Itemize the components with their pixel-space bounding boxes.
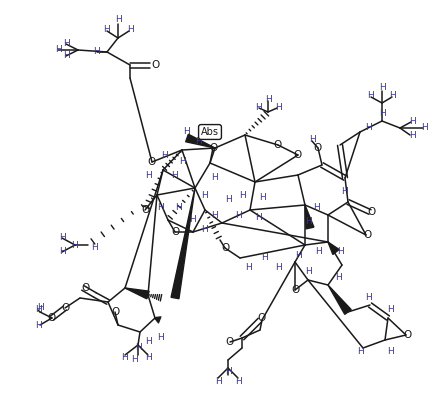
Text: H: H	[274, 102, 282, 112]
Text: O: O	[152, 60, 160, 70]
Text: H: H	[179, 157, 185, 166]
Text: H: H	[379, 109, 385, 119]
Text: H: H	[235, 211, 241, 219]
Text: H: H	[265, 95, 271, 104]
Text: H: H	[259, 194, 265, 202]
Text: H: H	[225, 368, 231, 377]
Text: H: H	[72, 240, 78, 249]
Text: H: H	[145, 337, 151, 347]
Text: H: H	[240, 190, 246, 199]
Text: H: H	[366, 92, 373, 100]
Text: H: H	[387, 347, 393, 356]
Text: O: O	[81, 283, 89, 293]
Polygon shape	[125, 288, 149, 299]
Text: H: H	[126, 26, 133, 35]
Text: H: H	[114, 14, 122, 24]
Text: H: H	[59, 247, 65, 256]
Text: O: O	[404, 330, 412, 340]
Text: H: H	[335, 273, 341, 282]
Text: H: H	[215, 377, 221, 387]
Text: H: H	[162, 150, 168, 159]
Text: H: H	[408, 131, 415, 140]
Text: O: O	[294, 150, 302, 160]
Text: H: H	[63, 52, 69, 60]
Text: H: H	[34, 320, 42, 330]
Text: H: H	[63, 40, 69, 48]
Text: O: O	[226, 337, 234, 347]
Polygon shape	[305, 205, 314, 229]
Text: Abs: Abs	[201, 127, 219, 137]
Text: H: H	[202, 190, 208, 199]
Text: O: O	[48, 313, 56, 323]
Text: H: H	[135, 344, 141, 353]
Text: H: H	[274, 263, 282, 273]
Text: O: O	[364, 230, 372, 240]
Text: H: H	[315, 247, 321, 256]
Text: H: H	[183, 128, 189, 137]
Text: H: H	[422, 123, 428, 133]
Text: O: O	[368, 207, 376, 217]
Text: H: H	[37, 304, 43, 313]
Text: O: O	[141, 205, 149, 215]
Text: H: H	[171, 171, 179, 180]
Text: H: H	[295, 251, 301, 259]
Text: H: H	[156, 334, 164, 342]
Text: H: H	[366, 123, 372, 133]
Text: O: O	[221, 243, 229, 253]
Text: O: O	[61, 303, 69, 313]
Text: H: H	[91, 244, 99, 252]
Text: H: H	[255, 214, 261, 223]
Text: H: H	[390, 92, 396, 100]
Text: H: H	[244, 263, 251, 273]
Text: O: O	[171, 227, 179, 237]
Text: H: H	[34, 306, 42, 315]
Polygon shape	[328, 285, 351, 314]
Text: H: H	[342, 188, 348, 197]
Text: H: H	[202, 225, 208, 235]
Text: H: H	[94, 47, 100, 57]
Text: H: H	[337, 247, 343, 256]
Text: H: H	[212, 211, 218, 219]
Text: H: H	[145, 354, 151, 363]
Text: H: H	[309, 135, 316, 145]
Text: H: H	[365, 294, 371, 302]
Polygon shape	[186, 134, 215, 148]
Text: H: H	[190, 216, 196, 225]
Text: H: H	[156, 204, 164, 213]
Text: H: H	[357, 347, 363, 356]
Text: H: H	[262, 254, 268, 263]
Text: H: H	[59, 233, 65, 242]
Text: H: H	[379, 83, 385, 93]
Text: O: O	[291, 285, 299, 295]
Text: H: H	[225, 195, 231, 204]
Text: H: H	[305, 218, 311, 226]
Text: H: H	[255, 102, 261, 112]
Text: H: H	[122, 354, 128, 363]
Text: O: O	[274, 140, 282, 150]
Text: H: H	[305, 268, 311, 276]
Text: H: H	[312, 204, 320, 213]
Text: O: O	[209, 143, 217, 153]
Text: H: H	[55, 45, 61, 55]
Text: O: O	[258, 313, 266, 323]
Text: O: O	[111, 307, 119, 317]
Text: O: O	[148, 157, 156, 167]
Text: H: H	[194, 138, 202, 147]
Polygon shape	[171, 188, 195, 299]
Text: H: H	[387, 306, 393, 315]
Text: H: H	[212, 173, 218, 183]
Text: H: H	[145, 171, 151, 180]
Text: H: H	[235, 377, 241, 387]
Text: H: H	[408, 118, 415, 126]
Text: H: H	[103, 26, 109, 35]
Text: H: H	[175, 204, 181, 213]
Polygon shape	[328, 242, 339, 254]
Text: O: O	[314, 143, 322, 153]
Text: H: H	[132, 356, 138, 365]
